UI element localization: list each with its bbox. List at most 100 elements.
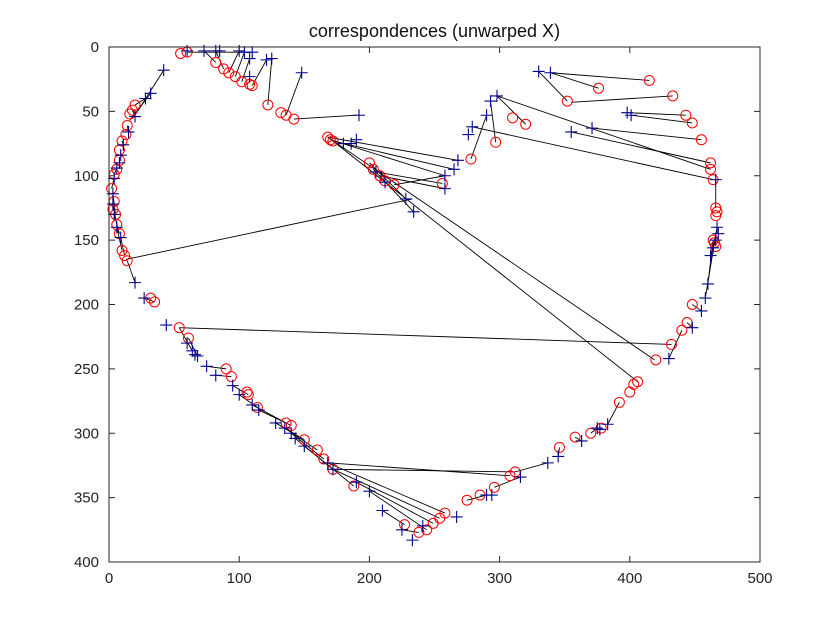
correspondence-line xyxy=(574,436,582,442)
plus-point xyxy=(701,277,714,290)
correspondence-line xyxy=(327,136,459,161)
plus-point xyxy=(188,348,201,361)
correspondence-line xyxy=(293,114,357,120)
plus-point xyxy=(532,65,545,78)
circle-point xyxy=(119,250,131,262)
plus-point xyxy=(462,128,475,141)
plus-point xyxy=(144,87,157,100)
correspondence-line xyxy=(692,304,702,312)
y-tick-label: 50 xyxy=(82,103,99,120)
correspondence-line xyxy=(275,422,305,441)
plus-point xyxy=(350,476,363,489)
plus-point xyxy=(490,89,503,102)
plus-point xyxy=(448,163,461,176)
circle-point xyxy=(504,470,516,482)
plus-point xyxy=(265,52,278,65)
plus-point xyxy=(108,208,121,221)
plus-point xyxy=(695,304,708,317)
plus-point xyxy=(379,176,392,189)
plus-point xyxy=(350,133,363,146)
plus-point xyxy=(114,149,127,162)
correspondence-line xyxy=(686,322,693,328)
correspondence-line xyxy=(375,171,443,184)
circle-point xyxy=(241,386,253,398)
correspondence-line xyxy=(490,101,497,143)
correspondence-line xyxy=(382,510,405,526)
plus-point xyxy=(243,52,256,65)
x-tick-label: 100 xyxy=(227,570,252,587)
x-tick-label: 500 xyxy=(747,570,772,587)
correspondence-line xyxy=(178,327,193,352)
correspondence-line xyxy=(129,93,152,121)
plus-point xyxy=(139,92,152,105)
y-tick-label: 250 xyxy=(74,361,99,378)
correspondence-lines xyxy=(111,50,718,533)
correspondence-line xyxy=(591,127,702,141)
y-tick-label: 0 xyxy=(91,39,99,56)
y-tick-label: 400 xyxy=(74,554,99,571)
circle-point xyxy=(488,481,500,493)
correspondence-line xyxy=(120,237,126,256)
plus-point xyxy=(541,456,554,469)
x-tick-label: 400 xyxy=(617,570,642,587)
plus-point xyxy=(295,66,308,79)
plus-point xyxy=(113,156,126,169)
circle-point xyxy=(236,76,248,88)
circle-point xyxy=(465,153,477,165)
correspondence-line xyxy=(126,260,136,283)
plus-point xyxy=(129,276,142,289)
circle-point xyxy=(173,322,185,334)
circle-point xyxy=(650,354,662,366)
plus-point xyxy=(466,120,479,133)
plus-point xyxy=(438,169,451,182)
circle-point xyxy=(686,117,698,129)
circle-point xyxy=(121,255,133,267)
correspondence-line xyxy=(252,404,287,424)
plus-point xyxy=(181,337,194,350)
correspondence-line xyxy=(327,462,446,514)
circle-point xyxy=(665,338,677,350)
circle-point xyxy=(311,444,323,456)
circle-point xyxy=(275,107,287,119)
circle-point xyxy=(561,95,573,107)
correspondence-line xyxy=(607,402,620,425)
plus-point xyxy=(591,422,604,435)
plus-point xyxy=(369,165,382,178)
plus-point xyxy=(484,95,497,108)
correspondence-line xyxy=(379,175,446,190)
plus-point xyxy=(246,46,259,59)
plus-point xyxy=(451,154,464,167)
plus-point xyxy=(399,192,412,205)
plus-point xyxy=(407,205,420,218)
plus-point xyxy=(480,109,493,122)
plus-point xyxy=(485,489,498,502)
correspondence-line xyxy=(332,140,638,383)
y-tick-label: 100 xyxy=(74,168,99,185)
circle-point xyxy=(427,517,439,529)
correspondence-line xyxy=(571,131,711,164)
correspondence-line xyxy=(203,50,217,63)
plus-point xyxy=(110,162,123,175)
circle-point xyxy=(175,47,187,59)
y-axis-ticks: 0 50 100 150 200 250 300 350 400 xyxy=(74,39,760,571)
circle-point xyxy=(667,90,679,102)
correspondence-line xyxy=(332,468,440,519)
correspondence-line xyxy=(330,139,446,177)
plus-point xyxy=(289,432,302,445)
plus-point xyxy=(593,423,606,436)
plus-point xyxy=(438,182,451,195)
circle-point xyxy=(680,109,692,121)
correspondence-line xyxy=(332,468,516,473)
plus-point xyxy=(711,221,724,234)
correspondence-line xyxy=(234,51,245,77)
circle-point xyxy=(225,371,237,383)
correspondence-line xyxy=(327,462,511,477)
correspondence-line xyxy=(188,337,198,357)
plus-point xyxy=(707,241,720,254)
y-tick-label: 300 xyxy=(74,425,99,442)
x-tick-label: 0 xyxy=(105,570,113,587)
plus-point xyxy=(108,172,121,185)
plus-point xyxy=(278,422,291,435)
plus-point xyxy=(191,350,204,362)
